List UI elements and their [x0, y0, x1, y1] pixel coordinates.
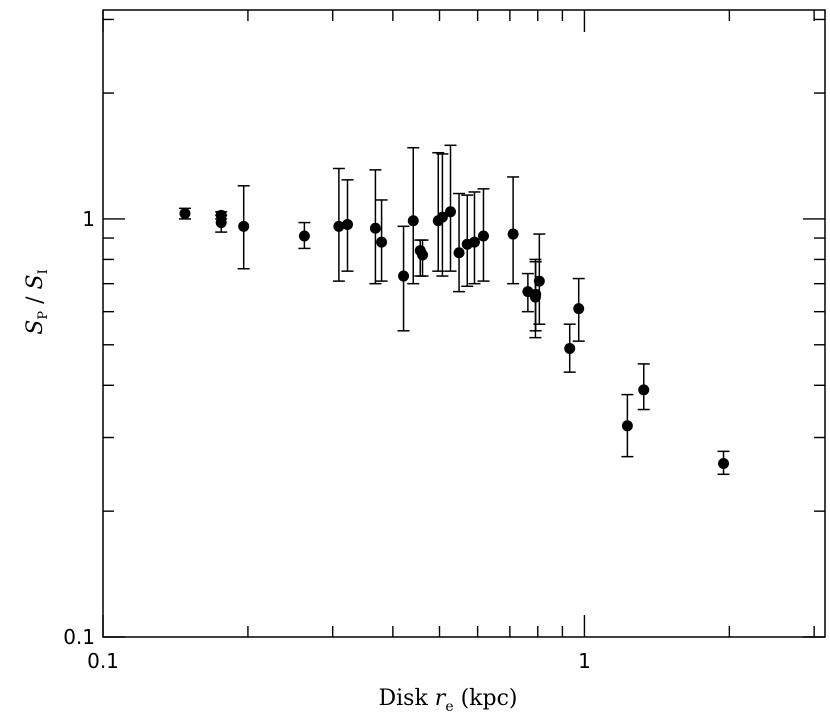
y-tick-label: 1: [82, 207, 95, 231]
x-tick-label: 1: [578, 649, 591, 673]
data-point: [298, 230, 310, 242]
data-point: [179, 208, 191, 220]
data-point: [215, 217, 227, 229]
points-layer: [178, 144, 730, 476]
data-point: [621, 420, 633, 432]
y-axis-label: SP / SI: [23, 269, 51, 334]
data-point: [468, 236, 480, 248]
tick-labels-layer: 0.1 1 0.1 1: [63, 207, 591, 673]
data-point: [453, 247, 465, 259]
y-axis-label-den-sub: I: [36, 269, 51, 274]
y-tick-label: 0.1: [63, 625, 95, 649]
x-tick-label: 0.1: [87, 649, 119, 673]
data-point: [238, 220, 250, 232]
data-point: [398, 270, 410, 282]
y-axis-label-num-sub: P: [36, 311, 51, 320]
data-point: [417, 249, 429, 261]
data-point: [718, 458, 730, 470]
data-point: [376, 236, 388, 248]
data-point: [638, 384, 650, 396]
data-point: [477, 230, 489, 242]
data-point: [533, 275, 545, 287]
data-point: [333, 220, 345, 232]
y-axis-label-sep: /: [23, 289, 48, 310]
data-point: [507, 228, 519, 240]
data-point: [530, 288, 542, 300]
data-point: [369, 222, 381, 234]
plot-frame: [102, 9, 826, 638]
x-axis-label: Disk re (kpc): [378, 686, 517, 715]
data-point: [564, 342, 576, 354]
data-point: [436, 211, 448, 223]
x-axis-label-sub: e: [445, 699, 453, 715]
data-point: [407, 215, 419, 227]
data-point: [341, 218, 353, 230]
y-axis-label-den: S: [23, 274, 48, 289]
data-point: [573, 303, 585, 315]
data-point: [445, 206, 457, 218]
x-axis-label-unit: (kpc): [454, 686, 518, 711]
x-axis-label-var: r: [435, 686, 447, 711]
ticks-layer: [102, 10, 825, 638]
